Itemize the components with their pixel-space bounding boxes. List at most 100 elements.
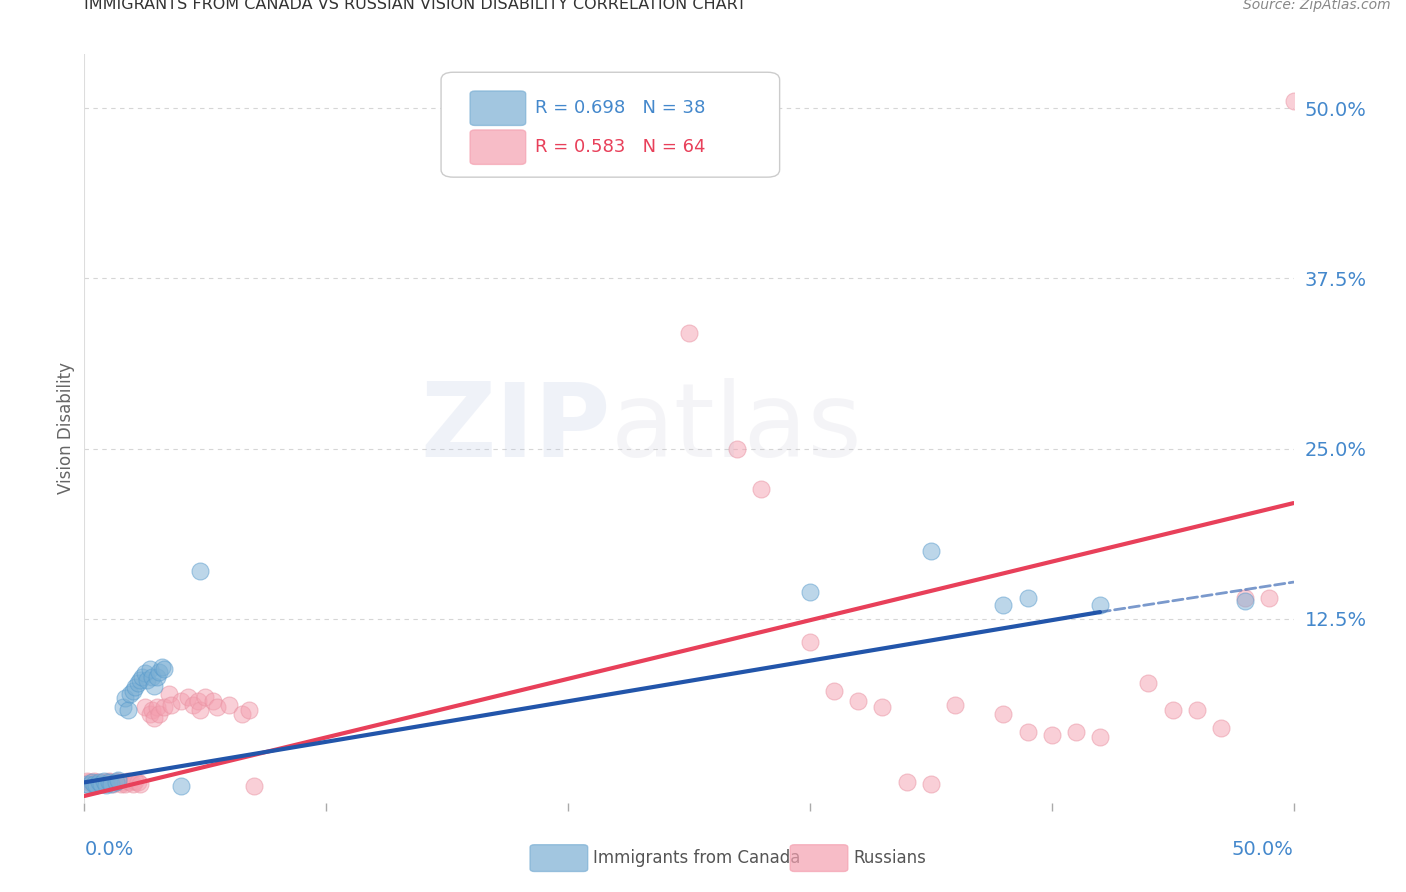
Point [157,687,180,701]
Point [1234,594,1257,608]
Point [1017,591,1039,606]
Point [993,599,1015,613]
Point [141,703,163,717]
Point [143,711,166,725]
Point [90,777,112,791]
Point [114,777,136,791]
Point [77,775,100,789]
Point [83,774,105,789]
Point [90,775,112,789]
Point [104,775,127,789]
Point [76,774,98,789]
Point [190,564,212,578]
Point [127,775,149,789]
Point [117,703,139,717]
Point [94,778,117,792]
FancyBboxPatch shape [441,72,780,178]
Point [1137,676,1160,690]
Point [146,700,169,714]
Point [97,775,120,789]
Point [1088,731,1111,745]
Point [120,775,142,789]
Point [201,693,224,707]
Point [112,700,135,714]
Point [93,774,115,789]
Point [160,698,183,712]
Text: atlas: atlas [610,377,862,479]
Point [153,662,176,676]
Point [1185,703,1208,717]
Text: Russians: Russians [853,849,927,867]
Point [148,707,170,722]
Text: Immigrants from Canada: Immigrants from Canada [593,849,800,867]
Point [1161,703,1184,717]
FancyBboxPatch shape [470,91,526,126]
Point [121,777,143,791]
Point [207,700,229,714]
Point [1258,591,1281,606]
Point [143,679,166,693]
Point [76,777,98,791]
Point [136,673,159,688]
Point [678,326,700,340]
Point [77,778,100,792]
Point [1088,599,1111,613]
Point [80,777,103,791]
Point [138,662,160,676]
Point [134,700,156,714]
Point [194,690,217,704]
Point [238,703,260,717]
Point [129,777,152,791]
Point [920,777,942,791]
Point [138,707,160,722]
Point [1040,728,1063,742]
Point [124,774,146,789]
Point [97,774,120,789]
Point [86,778,108,792]
Point [117,774,139,789]
Point [751,483,773,497]
Text: ZIP: ZIP [420,377,610,479]
Point [799,584,821,599]
Point [218,698,240,712]
Point [87,775,110,789]
Point [148,665,170,679]
Point [107,772,129,787]
Point [1017,725,1039,739]
Y-axis label: Vision Disability: Vision Disability [56,362,75,494]
Point [920,543,942,558]
Point [242,780,264,794]
Point [846,693,869,707]
Point [872,700,894,714]
Point [141,670,163,684]
Point [1064,725,1087,739]
FancyBboxPatch shape [470,130,526,164]
Point [993,707,1015,722]
Point [190,703,212,717]
Point [177,690,200,704]
Point [131,670,153,684]
Point [129,673,152,688]
Point [146,670,169,684]
Point [725,442,748,456]
Point [127,676,149,690]
Point [100,775,122,789]
Text: 50.0%: 50.0% [1232,840,1294,859]
Point [103,777,125,791]
Point [121,684,143,698]
Point [896,775,918,789]
Point [110,777,132,791]
Point [134,666,156,681]
Point [799,635,821,649]
Point [170,780,193,794]
Point [100,777,122,791]
Point [86,775,108,789]
Point [1209,721,1232,735]
Point [104,775,127,789]
Point [112,775,135,789]
Point [150,659,173,673]
Point [120,687,142,701]
Point [107,774,129,789]
Point [153,700,176,714]
Text: Source: ZipAtlas.com: Source: ZipAtlas.com [1243,0,1391,12]
